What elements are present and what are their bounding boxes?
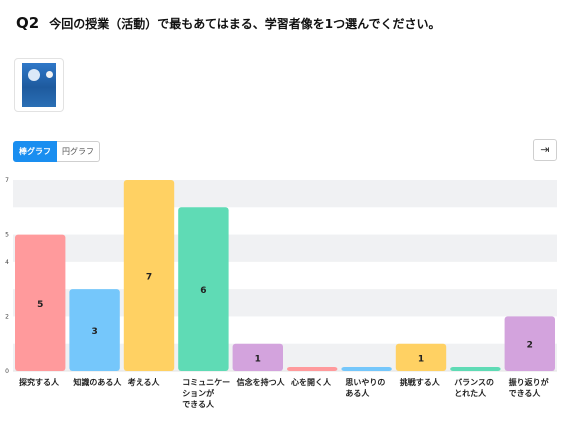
category-label: 考える人 bbox=[128, 377, 161, 387]
category-label: とれた人 bbox=[454, 388, 487, 398]
category-label: 思いやりの bbox=[345, 377, 385, 387]
category-label: バランスの bbox=[454, 378, 494, 387]
grid-band bbox=[13, 180, 557, 208]
bar bbox=[395, 343, 447, 371]
category-label: 心を開く人 bbox=[291, 377, 332, 387]
y-tick-label: 2 bbox=[5, 313, 9, 320]
bar-value-label: 5 bbox=[37, 300, 43, 310]
bar bbox=[450, 367, 501, 371]
category-label: 探究する人 bbox=[19, 377, 60, 387]
bar-chart: 024575探究する人3知識のある人7考える人6コミュニケーションができる人1信… bbox=[5, 177, 557, 409]
category-label: ションが bbox=[182, 388, 215, 398]
export-arrow-icon: ⇥ bbox=[540, 143, 550, 156]
chart-type-tabs: 棒グラフ 円グラフ bbox=[13, 141, 100, 162]
category-label: できる人 bbox=[182, 399, 215, 409]
bar-value-label: 1 bbox=[255, 354, 261, 364]
category-label: 挑戦する人 bbox=[400, 377, 441, 387]
export-button[interactable]: ⇥ bbox=[533, 139, 557, 161]
bar-value-label: 7 bbox=[146, 273, 152, 283]
bar bbox=[69, 289, 120, 371]
tab-pie-chart[interactable]: 円グラフ bbox=[57, 141, 100, 162]
document-thumbnail-icon bbox=[22, 63, 56, 107]
grid-band bbox=[13, 234, 557, 262]
bar bbox=[341, 367, 392, 371]
y-tick-label: 7 bbox=[5, 177, 9, 184]
tab-bar-chart[interactable]: 棒グラフ bbox=[13, 141, 57, 162]
question-header: Q2 今回の授業（活動）で最もあてはまる、学習者像を1つ選んでください。 bbox=[16, 14, 440, 32]
bar bbox=[287, 367, 338, 371]
category-label: できる人 bbox=[509, 388, 542, 398]
question-number: Q2 bbox=[16, 14, 40, 32]
bar bbox=[123, 180, 175, 371]
y-tick-label: 5 bbox=[5, 232, 9, 239]
bar-value-label: 1 bbox=[418, 354, 424, 364]
bar bbox=[15, 234, 66, 371]
bar-value-label: 6 bbox=[200, 286, 206, 296]
category-label: ある人 bbox=[345, 388, 370, 398]
category-label: 知識のある人 bbox=[73, 377, 122, 387]
bar bbox=[232, 343, 283, 371]
category-label: 振り返りが bbox=[509, 377, 550, 387]
bar-value-label: 2 bbox=[527, 341, 533, 351]
bar-value-label: 3 bbox=[91, 327, 97, 337]
y-tick-label: 0 bbox=[5, 368, 9, 375]
category-label: コミュニケー bbox=[182, 378, 230, 387]
bar bbox=[178, 207, 229, 371]
category-label: 信念を持つ人 bbox=[237, 377, 286, 387]
attachment-thumbnail[interactable] bbox=[14, 58, 64, 112]
bar bbox=[504, 316, 555, 371]
y-tick-label: 4 bbox=[5, 259, 9, 266]
question-text: 今回の授業（活動）で最もあてはまる、学習者像を1つ選んでください。 bbox=[49, 17, 441, 31]
